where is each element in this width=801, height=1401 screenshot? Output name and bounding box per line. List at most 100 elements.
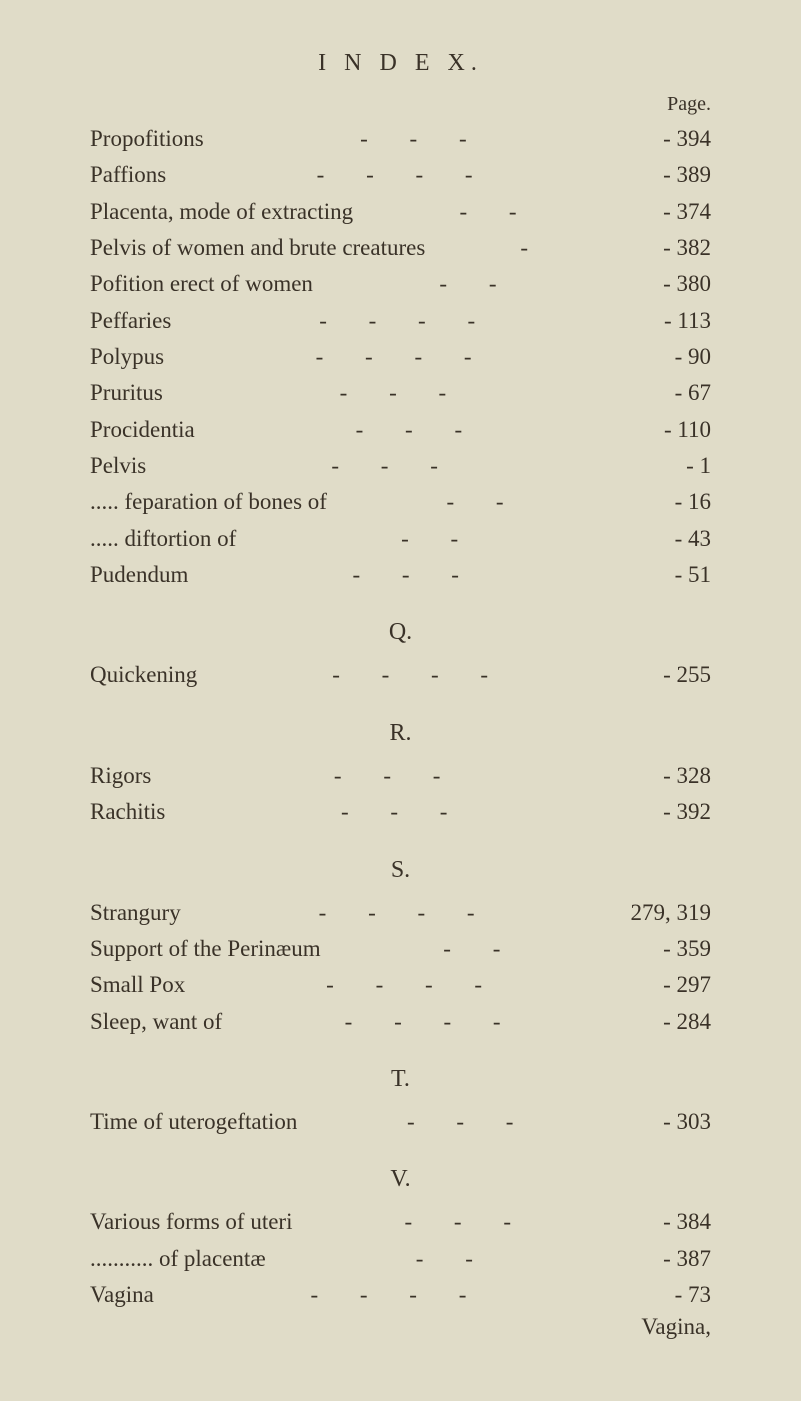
- entry-page: - 328: [641, 759, 711, 792]
- entry-dashes: - - -: [146, 449, 641, 482]
- entry-label: Propofitions: [90, 122, 204, 155]
- entry-dashes: - -: [327, 485, 641, 518]
- index-entry: Polypus - - - - - 90: [90, 340, 711, 373]
- index-entry: Rigors - - - - 328: [90, 759, 711, 792]
- entry-label: Rachitis: [90, 795, 165, 828]
- index-entry: Propofitions - - - - 394: [90, 122, 711, 155]
- entry-page: - 394: [641, 122, 711, 155]
- entry-dashes: - -: [236, 522, 641, 555]
- entry-page: - 389: [641, 158, 711, 191]
- entry-label: Paffions: [90, 158, 166, 191]
- entry-label: ..... diftortion of: [90, 522, 236, 555]
- entry-page: - 255: [641, 658, 711, 691]
- entry-label: Pofition erect of women: [90, 267, 313, 300]
- entry-dashes: - - - -: [222, 1005, 641, 1038]
- index-entry: Various forms of uteri - - - - 384: [90, 1205, 711, 1238]
- entry-label: Pudendum: [90, 558, 188, 591]
- index-entry: ..... feparation of bones of - - - 16: [90, 485, 711, 518]
- entry-label: Peffaries: [90, 304, 171, 337]
- index-entry: Pelvis - - - - 1: [90, 449, 711, 482]
- entry-label: Polypus: [90, 340, 164, 373]
- index-entry: Paffions - - - - - 389: [90, 158, 711, 191]
- index-entry: Sleep, want of - - - - - 284: [90, 1005, 711, 1038]
- entry-page: - 73: [641, 1278, 711, 1311]
- index-entry: Rachitis - - - - 392: [90, 795, 711, 828]
- entry-label: Time of uterogeftation: [90, 1105, 297, 1138]
- entry-label: Small Pox: [90, 968, 185, 1001]
- entry-dashes: - -: [266, 1242, 641, 1275]
- entry-page: - 380: [641, 267, 711, 300]
- entry-label: Procidentia: [90, 413, 195, 446]
- page-label: Page.: [90, 93, 711, 116]
- index-entry: Procidentia - - - - 110: [90, 413, 711, 446]
- entry-dashes: - - -: [163, 376, 641, 409]
- entry-dashes: -: [425, 231, 641, 264]
- entry-label: Pruritus: [90, 376, 163, 409]
- index-entry: Small Pox - - - - - 297: [90, 968, 711, 1001]
- entry-label: Placenta, mode of extracting: [90, 195, 353, 228]
- entry-page: - 387: [641, 1242, 711, 1275]
- entry-dashes: - - - -: [171, 304, 641, 337]
- entry-dashes: - - - -: [181, 896, 631, 929]
- entry-label: ........... of placentæ: [90, 1242, 266, 1275]
- section-letter-t: T.: [90, 1066, 711, 1093]
- entry-label: Quickening: [90, 658, 197, 691]
- entry-label: Sleep, want of: [90, 1005, 222, 1038]
- entry-label: Strangury: [90, 896, 181, 929]
- entry-label: Pelvis of women and brute creatures: [90, 231, 425, 264]
- entry-label: Vagina: [90, 1278, 154, 1311]
- entry-page: - 374: [641, 195, 711, 228]
- index-entry: Pofition erect of women - - - 380: [90, 267, 711, 300]
- entry-dashes: - - -: [151, 759, 641, 792]
- entry-page: - 113: [641, 304, 711, 337]
- entry-dashes: - - - -: [164, 340, 641, 373]
- entry-dashes: - -: [353, 195, 641, 228]
- index-entry: Pruritus - - - - 67: [90, 376, 711, 409]
- entry-page: - 43: [641, 522, 711, 555]
- index-entry: Peffaries - - - - - 113: [90, 304, 711, 337]
- entry-page: - 67: [641, 376, 711, 409]
- entry-page: - 110: [641, 413, 711, 446]
- index-entry: Strangury - - - - 279, 319: [90, 896, 711, 929]
- index-entry: ..... diftortion of - - - 43: [90, 522, 711, 555]
- entry-dashes: - - - -: [166, 158, 641, 191]
- entry-dashes: - -: [321, 932, 641, 965]
- catchword: Vagina,: [90, 1314, 711, 1340]
- index-entry: Vagina - - - - - 73: [90, 1278, 711, 1311]
- entry-dashes: - - - -: [197, 658, 641, 691]
- entry-label: Support of the Perinæum: [90, 932, 321, 965]
- entry-dashes: - - -: [195, 413, 641, 446]
- entry-dashes: - - - -: [154, 1278, 641, 1311]
- entry-dashes: - - -: [204, 122, 641, 155]
- entry-label: ..... feparation of bones of: [90, 485, 327, 518]
- entry-dashes: - -: [313, 267, 641, 300]
- entry-dashes: - - -: [188, 558, 641, 591]
- entry-page: - 297: [641, 968, 711, 1001]
- index-entry: Pelvis of women and brute creatures - - …: [90, 231, 711, 264]
- entry-dashes: - - -: [293, 1205, 642, 1238]
- entry-page: - 90: [641, 340, 711, 373]
- section-letter-r: R.: [90, 720, 711, 747]
- index-header: I N D E X.: [90, 50, 711, 77]
- entry-page: - 382: [641, 231, 711, 264]
- section-letter-s: S.: [90, 857, 711, 884]
- entry-page: - 51: [641, 558, 711, 591]
- entry-page: 279, 319: [631, 896, 712, 929]
- index-entry: Support of the Perinæum - - - 359: [90, 932, 711, 965]
- index-entry: Quickening - - - - - 255: [90, 658, 711, 691]
- entry-label: Rigors: [90, 759, 151, 792]
- index-entry: Time of uterogeftation - - - - 303: [90, 1105, 711, 1138]
- entry-page: - 392: [641, 795, 711, 828]
- entry-page: - 303: [641, 1105, 711, 1138]
- index-entry: Pudendum - - - - 51: [90, 558, 711, 591]
- entry-dashes: - - - -: [185, 968, 641, 1001]
- entry-page: - 359: [641, 932, 711, 965]
- entry-dashes: - - -: [165, 795, 641, 828]
- entry-dashes: - - -: [297, 1105, 641, 1138]
- entry-page: - 384: [641, 1205, 711, 1238]
- section-letter-q: Q.: [90, 619, 711, 646]
- index-entry: Placenta, mode of extracting - - - 374: [90, 195, 711, 228]
- entry-label: Pelvis: [90, 449, 146, 482]
- entry-page: - 284: [641, 1005, 711, 1038]
- entry-page: - 16: [641, 485, 711, 518]
